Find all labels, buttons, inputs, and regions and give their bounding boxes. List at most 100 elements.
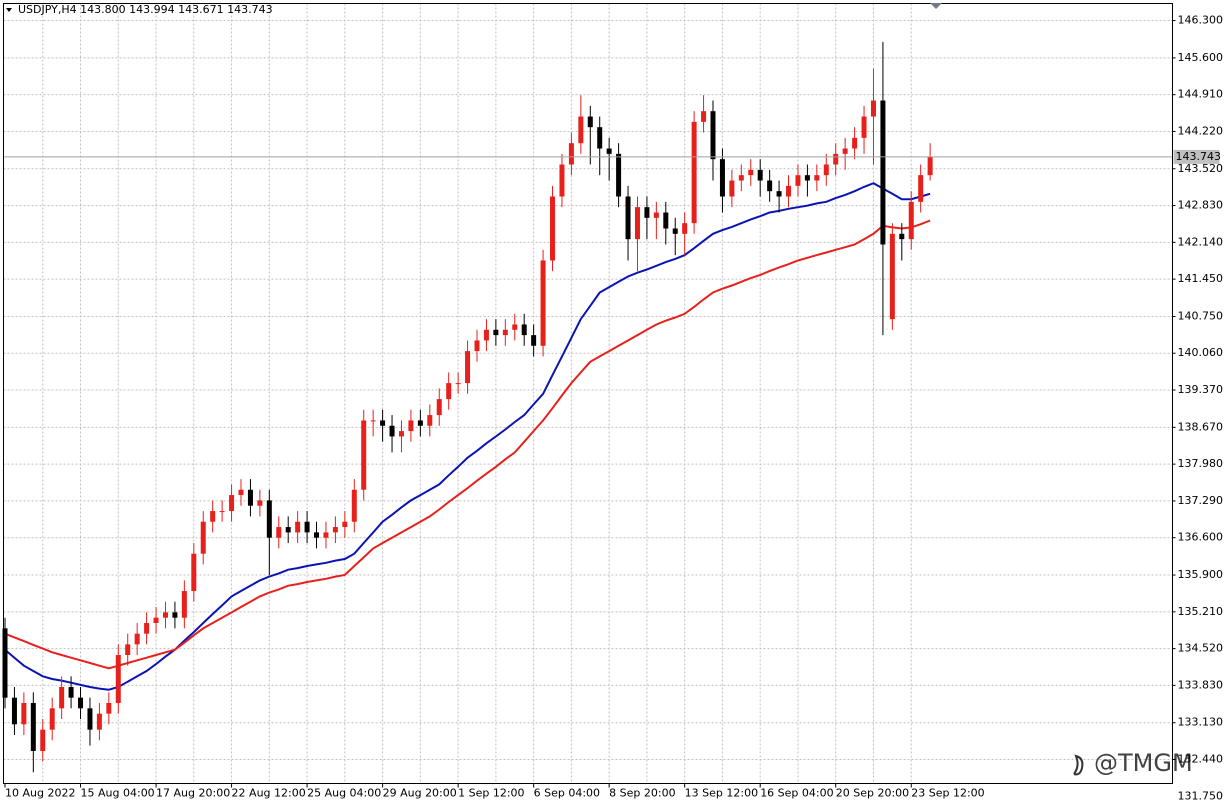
candle-body	[682, 223, 688, 234]
y-tick-label: 145.600	[1178, 51, 1224, 64]
plot-frame	[3, 3, 1173, 784]
candle-body	[342, 521, 348, 528]
watermark-logo	[1073, 754, 1084, 776]
candle-body	[172, 612, 178, 618]
y-tick-label: 140.750	[1178, 309, 1224, 322]
x-tick-label: 25 Aug 04:00	[307, 787, 381, 800]
candle-body	[521, 324, 527, 336]
scroll-marker	[930, 3, 942, 9]
candle-body	[587, 116, 593, 128]
candle-body	[512, 324, 518, 330]
candle-body	[229, 495, 235, 512]
candle-body	[370, 420, 376, 422]
watermark-text: @TMGM	[1094, 749, 1193, 777]
y-tick-label: 142.140	[1178, 235, 1224, 248]
candle-body	[653, 212, 659, 218]
candle-body	[880, 100, 886, 245]
candle-body	[144, 623, 150, 634]
candle-body	[266, 500, 272, 538]
candle-body	[502, 329, 508, 336]
candle-body	[870, 100, 876, 117]
candle-body	[417, 420, 423, 426]
candle-body	[625, 196, 631, 240]
last-price-label: 143.743	[1176, 150, 1222, 163]
candle-body	[927, 156, 933, 176]
candle-body	[219, 511, 225, 513]
moving-average-line	[4, 182, 931, 691]
candle-body	[78, 697, 84, 709]
candle-body	[125, 644, 131, 656]
candle-body	[295, 521, 301, 533]
candle-body	[361, 420, 367, 490]
candle-body	[767, 180, 773, 192]
candle-body	[578, 116, 584, 144]
candle-body	[276, 527, 282, 538]
candle-body	[408, 420, 414, 432]
candle-body	[531, 335, 537, 346]
candle-body	[351, 489, 357, 522]
candle-body	[314, 532, 320, 538]
candle-body	[389, 425, 395, 437]
chart-title: USDJPY,H4 143.800 143.994 143.671 143.74…	[18, 3, 273, 16]
moving-average-line	[4, 219, 931, 670]
candle-body	[96, 713, 102, 730]
y-tick-label: 138.670	[1178, 420, 1224, 433]
candle-body	[540, 260, 546, 346]
candle-body	[191, 553, 197, 592]
candle-body	[559, 164, 565, 197]
candle-body	[701, 111, 707, 122]
candle-body	[861, 116, 867, 138]
x-tick-label: 10 Aug 2022	[5, 787, 75, 800]
y-tick-label: 139.370	[1178, 383, 1224, 396]
candle-body	[59, 686, 65, 709]
candle-body	[634, 207, 640, 240]
candle-body	[644, 207, 650, 218]
menu-arrow	[6, 8, 12, 12]
candle-body	[304, 521, 310, 533]
candle-body	[719, 159, 725, 197]
y-tick-label: 144.910	[1178, 88, 1224, 101]
candle-body	[776, 191, 782, 197]
candle-body	[30, 702, 36, 751]
candle-body	[889, 233, 895, 320]
y-tick-label: 143.520	[1178, 162, 1224, 175]
y-tick-label: 134.520	[1178, 642, 1224, 655]
watermark: @TMGM	[1073, 749, 1193, 777]
candle-body	[181, 591, 187, 618]
candle-body	[115, 655, 121, 703]
candle-body	[691, 121, 697, 224]
candle-body	[908, 201, 914, 240]
candle-body	[2, 628, 8, 698]
candle-body	[40, 729, 46, 751]
candle-body	[606, 148, 612, 154]
candle-body	[483, 329, 489, 341]
candle-body	[106, 702, 112, 714]
candle-body	[786, 185, 792, 197]
y-tick-label: 142.830	[1178, 199, 1224, 212]
candle-body	[804, 175, 810, 181]
x-tick-label: 29 Aug 20:00	[383, 787, 457, 800]
y-tick-label: 133.830	[1178, 678, 1224, 691]
candle-body	[738, 175, 744, 181]
x-tick-label: 23 Sep 12:00	[911, 787, 984, 800]
candle-body	[795, 175, 801, 186]
candle-body	[748, 169, 754, 176]
candle-body	[87, 708, 93, 730]
candle-body	[568, 143, 574, 165]
y-tick-label: 132.440	[1178, 753, 1224, 766]
candle-body	[380, 420, 386, 426]
candle-body	[153, 617, 159, 624]
y-tick-label: 144.220	[1178, 124, 1224, 137]
candle-body	[11, 697, 17, 725]
candle-body	[597, 127, 603, 149]
candle-body	[465, 351, 471, 384]
candle-body	[200, 521, 206, 554]
candle-body	[323, 532, 329, 538]
x-tick-label: 17 Aug 20:00	[156, 787, 230, 800]
y-tick-label: 141.450	[1178, 272, 1224, 285]
y-tick-label: 135.210	[1178, 605, 1224, 618]
candle-body	[663, 212, 669, 229]
candle-body	[833, 153, 839, 165]
